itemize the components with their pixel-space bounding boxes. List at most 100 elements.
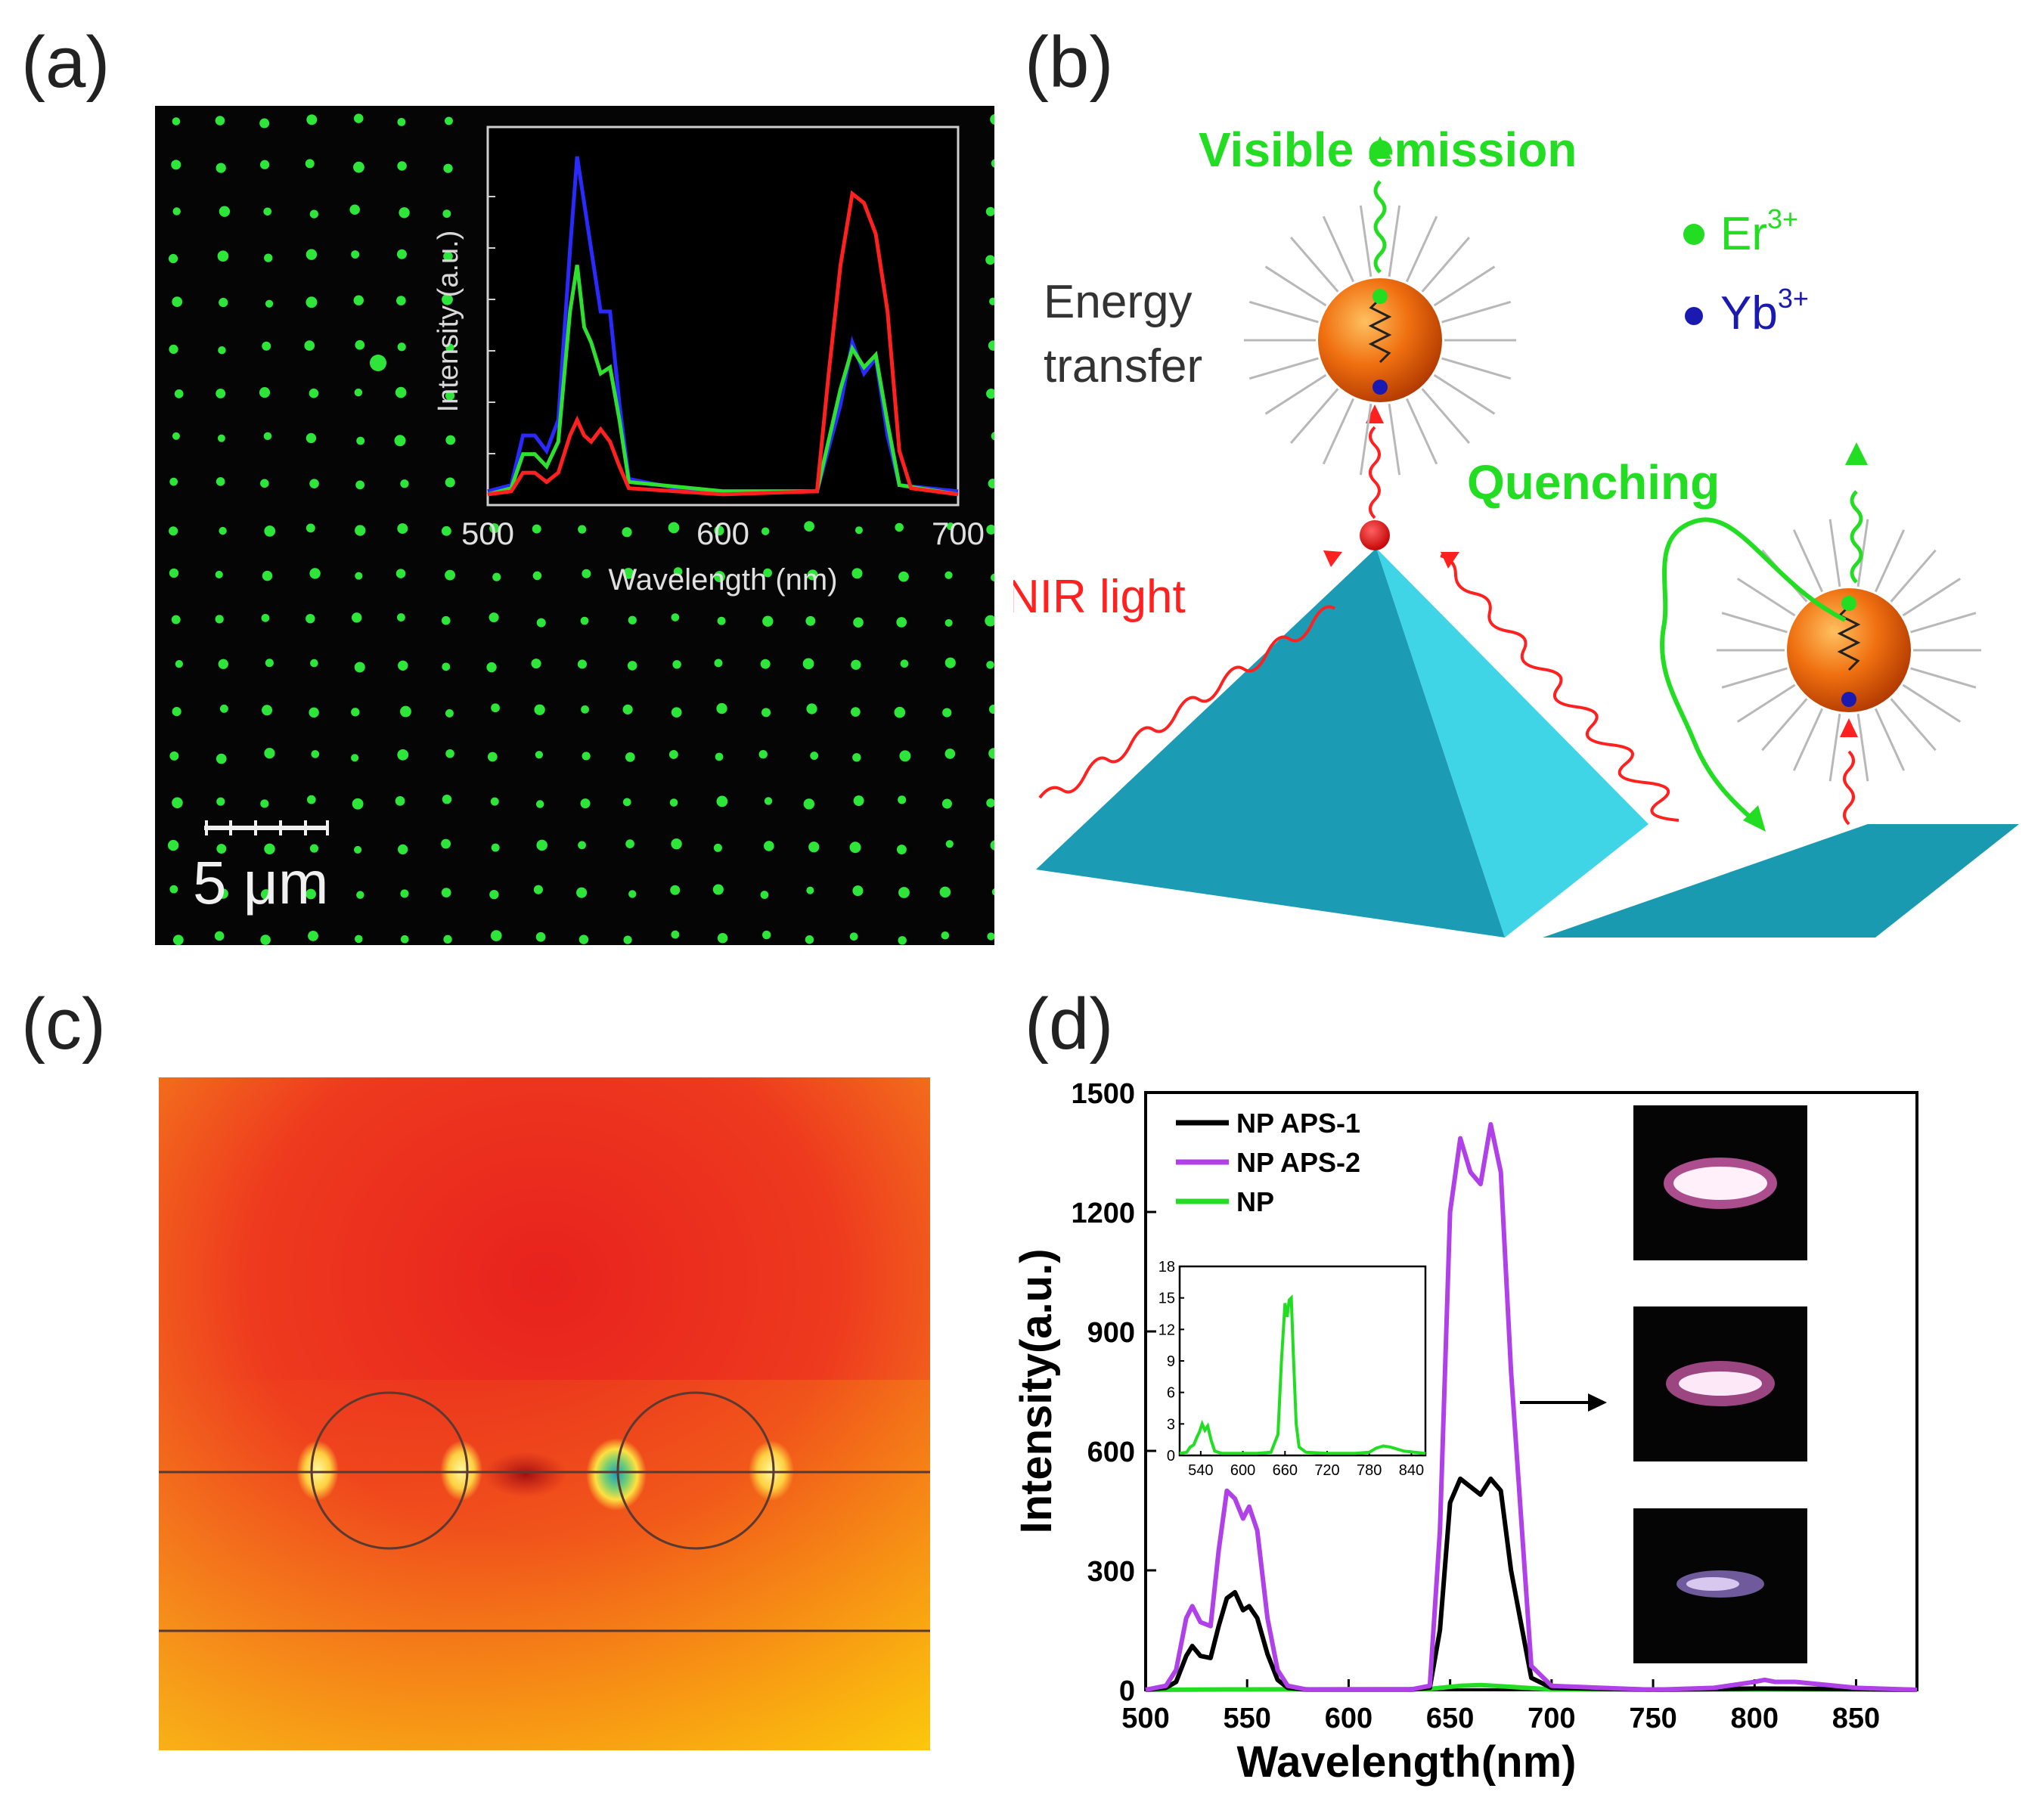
fluorescent-dot [804, 521, 814, 532]
fluorescent-dot [939, 886, 951, 898]
inset-spectrum-d: 0 3 6 9 12 15 18 540 600 660 720 780 840 [1158, 1259, 1427, 1479]
inset-x-tick-label: 660 [1273, 1462, 1298, 1479]
fluorescent-dot [671, 838, 682, 850]
emission-right [1850, 490, 1863, 584]
fluorescent-dot [988, 704, 994, 714]
fluorescent-dot [370, 355, 386, 371]
inset-y-tick-label: 12 [1158, 1322, 1175, 1338]
fluorescent-dot [895, 522, 904, 532]
fluorescent-dot [263, 432, 272, 441]
fluorescent-dot [578, 841, 586, 850]
fluorescent-dot [400, 705, 411, 718]
panel-b-schematic: Visible emission Energy transfer NIR lig… [1013, 122, 2019, 938]
fluorescent-dot [580, 616, 589, 625]
fluorescent-dot [397, 342, 406, 352]
y-tick-label: 900 [1087, 1317, 1135, 1349]
fluorescent-dot [311, 750, 320, 758]
fluorescent-dot [304, 340, 315, 351]
fluorescent-dot [717, 932, 728, 944]
fluorescent-dot [855, 526, 863, 535]
fluorescent-dot [941, 931, 950, 940]
inset-x-tick-label: 540 [1188, 1462, 1213, 1479]
fluorescent-dot [898, 571, 909, 582]
fluorescent-dot [808, 842, 820, 853]
spectrum-green-line [487, 265, 959, 497]
inset-x-tick-label: 780 [1357, 1462, 1382, 1479]
fluorescent-dot [849, 842, 861, 854]
fluorescent-dot [536, 618, 546, 628]
pyramid-left-face [1036, 548, 1505, 938]
fluorescent-dot [764, 797, 773, 805]
fluorescent-dot [986, 661, 994, 669]
fluorescent-dot [989, 297, 994, 305]
fluorescent-dot [805, 935, 814, 944]
fluorescent-dot [169, 568, 179, 578]
fluorescent-dot [532, 524, 541, 534]
fluorescent-dot [442, 209, 451, 219]
fluorescent-dot [306, 296, 318, 308]
fluorescent-dot [714, 525, 724, 536]
fluorescent-dot [803, 798, 814, 810]
series-line-np-aps-2 [1145, 1122, 1918, 1692]
y-tick-label: 1500 [1071, 1078, 1135, 1110]
fluorescent-dot [356, 891, 364, 899]
fluorescent-dot [577, 659, 588, 669]
fluorescent-dot [395, 386, 407, 398]
fluorescent-dot [355, 339, 365, 350]
fluorescent-dot [810, 752, 819, 760]
fluorescent-dot [535, 751, 544, 759]
spectrum-red-line [487, 190, 959, 497]
fluorescent-dot [716, 795, 728, 807]
x-tick-label: 750 [1629, 1703, 1676, 1734]
fluorescent-dot [169, 344, 178, 355]
spectrum-blue-line [487, 156, 959, 494]
fluorescent-dot [991, 888, 994, 896]
fluorescent-dot [622, 527, 632, 538]
legend-er-label: Er3+ [1720, 203, 1798, 260]
fluorescent-dot [216, 753, 227, 764]
nanoparticle-right [1787, 588, 1911, 712]
fluorescent-dot [445, 708, 454, 718]
fluorescent-dot [172, 117, 181, 126]
fluorescent-dot [353, 295, 364, 305]
fluorescent-dot [670, 885, 681, 895]
fluorescent-dot [625, 752, 635, 762]
fluorescent-dot [628, 890, 637, 898]
fluorescent-dot [397, 523, 408, 535]
y-tick-label: 1200 [1071, 1198, 1135, 1229]
fluorescent-dot [580, 798, 591, 809]
fluorescent-dot [489, 523, 500, 534]
fluorescent-dot [354, 845, 362, 854]
fluorescent-dot [356, 436, 365, 445]
fluorescent-dot [262, 570, 273, 581]
fluorescent-dot [760, 659, 771, 669]
fluorescent-dot [898, 887, 910, 898]
fluorescent-dot [852, 753, 861, 762]
fluorescent-dot [355, 934, 363, 944]
fluorescent-dot [673, 567, 683, 576]
fluorescent-dot [896, 845, 907, 855]
legend-yb-label: Yb3+ [1720, 283, 1809, 339]
fluorescent-dot [898, 795, 907, 804]
inset-y-tick-label: 18 [1158, 1259, 1175, 1275]
fluorescent-dot [260, 889, 271, 900]
legend-label-aps1: NP APS-1 [1236, 1108, 1360, 1139]
quenching-path [1660, 517, 1847, 826]
fluorescent-dot [445, 477, 455, 488]
fluorescent-dot [492, 572, 501, 581]
fluorescent-dot [264, 253, 273, 262]
fluorescent-dot [990, 840, 994, 851]
fluorescent-dot [309, 388, 319, 398]
fluorescent-dot [399, 207, 410, 219]
fluorescent-dot [714, 659, 723, 668]
inset-a-xlabel: Wavelength (nm) [608, 563, 837, 597]
fluorescent-dot [986, 524, 994, 535]
yb-ion-top [1372, 380, 1388, 395]
fluorescent-dot [264, 748, 275, 759]
fluorescent-dot [265, 659, 274, 668]
fluorescent-dot [355, 525, 366, 536]
fluorescent-dot [807, 569, 818, 581]
fluorescent-dot [310, 659, 318, 668]
fluorescent-dot [219, 526, 227, 535]
fluorescent-dot [987, 932, 994, 941]
